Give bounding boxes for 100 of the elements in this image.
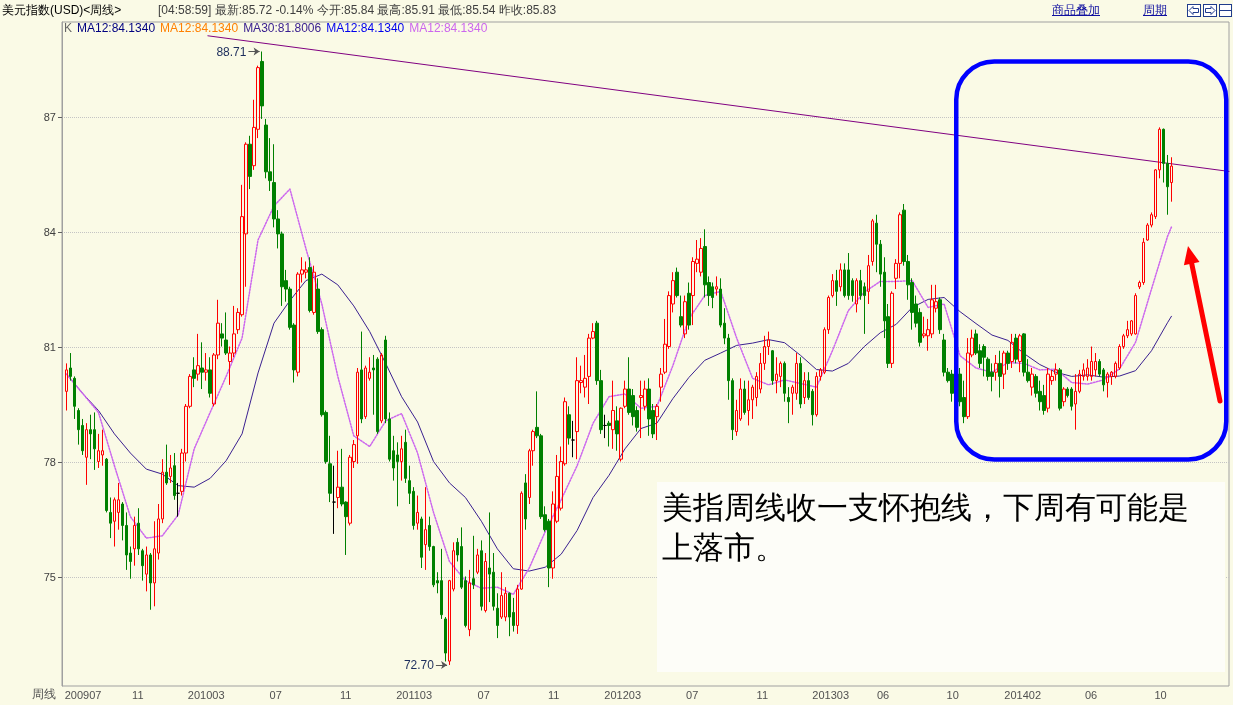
candlestick — [141, 548, 144, 582]
candlestick — [683, 295, 687, 339]
candlestick — [1042, 384, 1046, 416]
candlestick — [65, 362, 68, 412]
candlestick — [619, 406, 623, 462]
candlestick — [775, 356, 778, 394]
candlestick — [994, 354, 998, 382]
candlestick — [1054, 362, 1058, 382]
candlestick — [831, 273, 834, 298]
candlestick — [835, 269, 838, 307]
candlestick — [416, 495, 419, 531]
candlestick — [783, 360, 786, 403]
x-tick-label: 10 — [1154, 688, 1167, 701]
candlestick — [1002, 350, 1006, 390]
candlestick — [380, 352, 383, 424]
chart-title: 美元指数(USD)<周线> — [2, 3, 122, 17]
candlestick — [149, 552, 152, 611]
candlestick — [1014, 333, 1018, 364]
candlestick — [1070, 386, 1073, 412]
candlestick — [208, 356, 212, 398]
x-tick-label: 201003 — [187, 688, 225, 701]
x-tick-label: 07 — [269, 688, 282, 701]
candlestick — [1010, 333, 1014, 369]
candlestick — [145, 546, 148, 592]
candlestick — [1030, 367, 1034, 397]
candlestick — [839, 262, 842, 292]
candlestick — [890, 290, 894, 369]
text: 商品叠加 — [1052, 3, 1100, 17]
candlestick — [1142, 237, 1145, 286]
x-tick-label: 201402 — [1004, 688, 1042, 701]
candlestick — [771, 349, 774, 386]
candlestick — [500, 571, 503, 620]
x-tick-label: 06 — [876, 688, 890, 701]
y-tick-label: 84 — [43, 225, 56, 238]
x-tick-label: 11 — [548, 688, 560, 701]
x-tick-label: 11 — [756, 688, 769, 701]
candlestick — [699, 237, 703, 277]
candlestick — [1074, 373, 1077, 431]
candlestick — [376, 356, 379, 435]
chart-subtitle: [04:58:59] 最新:85.72 -0.14% 今开:85.84 最高:85.91 最低:85.54 昨收:85.83 — [158, 3, 557, 17]
candlestick — [69, 352, 72, 382]
legend-label: MA12:84.1340 — [77, 21, 156, 35]
candlestick — [1090, 346, 1093, 382]
candlestick — [133, 516, 136, 567]
candlestick — [938, 296, 942, 335]
legend-label: MA12:84.1340 — [160, 21, 239, 35]
candlestick — [424, 486, 427, 571]
candlestick — [950, 369, 954, 403]
candlestick — [1046, 367, 1050, 413]
candlestick — [803, 371, 806, 405]
candlestick — [173, 452, 176, 501]
candlestick — [603, 414, 607, 439]
candlestick — [524, 473, 527, 531]
candlestick — [165, 444, 168, 486]
candlestick — [787, 386, 790, 424]
candlestick — [982, 343, 986, 377]
candlestick — [468, 569, 471, 637]
annotation: K — [64, 21, 73, 35]
annotation: 72.70 — [403, 657, 435, 672]
candlestick — [480, 539, 483, 612]
x-tick-label: 201103 — [396, 688, 433, 701]
candlestick — [336, 450, 340, 509]
candlestick — [567, 405, 571, 446]
x-tick-label: 200907 — [64, 688, 102, 701]
annotation: 美指周线收一支怀抱线，下周有可能是上落市。 — [662, 489, 1190, 567]
candlestick — [655, 403, 659, 441]
x-tick-label: 201203 — [604, 688, 642, 701]
candlestick — [476, 548, 479, 575]
candlestick — [679, 295, 683, 328]
x-tick-label: 06 — [1084, 688, 1098, 701]
y-tick-label: 75 — [43, 570, 56, 583]
candlestick — [1006, 350, 1010, 371]
candlestick — [615, 405, 619, 452]
candlestick — [308, 256, 312, 313]
candlestick — [472, 535, 475, 590]
candlestick — [855, 277, 858, 313]
candlestick — [747, 380, 750, 426]
legend-label: MA12:84.1340 — [326, 21, 405, 35]
candlestick — [332, 465, 336, 535]
candlestick — [356, 367, 359, 465]
candlestick — [647, 377, 651, 437]
candlestick — [675, 267, 679, 298]
candlestick — [1134, 292, 1137, 336]
candlestick — [639, 380, 643, 439]
candlestick — [847, 252, 850, 301]
candlestick — [97, 433, 100, 469]
x-tick-label: 11 — [340, 688, 352, 701]
candlestick — [196, 333, 200, 382]
candlestick — [169, 454, 172, 484]
candlestick — [109, 496, 112, 539]
candlestick — [496, 592, 499, 639]
candlestick — [1018, 333, 1022, 373]
candlestick — [611, 380, 615, 450]
candlestick — [312, 265, 316, 316]
candlestick — [623, 380, 627, 409]
x-tick-label: 10 — [946, 688, 959, 701]
candlestick — [360, 331, 363, 424]
candlestick — [260, 51, 264, 120]
candlestick — [815, 371, 818, 418]
text: 周期 — [1143, 3, 1167, 17]
